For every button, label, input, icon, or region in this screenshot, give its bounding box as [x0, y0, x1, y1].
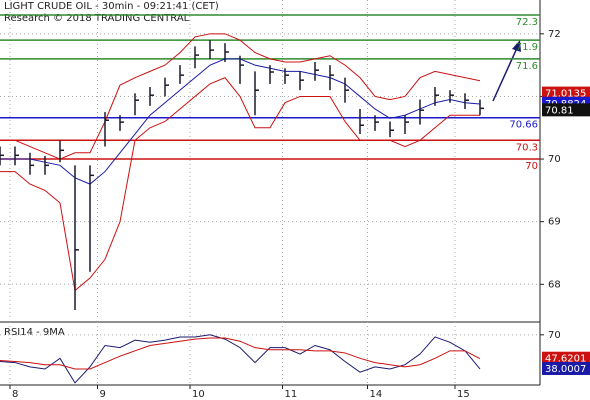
value-tag-box [542, 361, 590, 375]
level-label: 70 [525, 161, 538, 172]
level-label: 70.66 [509, 120, 538, 131]
level-label: 71.6 [516, 61, 538, 72]
chart-title: LIGHT CRUDE OIL - 30min - 09:21:41 (CET) [4, 1, 219, 12]
x-tick-label: 15 [457, 389, 470, 400]
chart-subtitle: Research © 2018 TRADING CENTRAL [4, 13, 190, 24]
level-label: 71.9 [516, 42, 538, 53]
value-tag-label: 38.0007 [545, 364, 586, 375]
band-line [0, 33, 481, 160]
x-tick-label: 8 [12, 389, 18, 400]
x-tick-label: 10 [192, 389, 205, 400]
trend-arrow [492, 47, 518, 102]
x-tick-label: 11 [285, 389, 298, 400]
value-tag-box [542, 351, 590, 365]
series-line [0, 337, 481, 370]
y-tick-label: 70 [548, 154, 561, 165]
y-tick-label: 69 [548, 217, 561, 228]
price-tag-label: 70.81 [545, 105, 574, 116]
price-tag-label: 71.0135 [545, 89, 586, 100]
value-tag-label: 47.6201 [545, 354, 586, 365]
x-tick-label: 14 [370, 389, 383, 400]
y-tick-label: 70 [548, 330, 561, 341]
y-tick-label: 72 [548, 29, 561, 40]
level-label: 72.3 [516, 17, 538, 28]
level-label: 70.3 [516, 142, 538, 153]
x-tick-label: 9 [100, 389, 106, 400]
price-tag-box [542, 103, 590, 117]
band-line [0, 77, 480, 292]
y-tick-label: 68 [548, 279, 561, 290]
price-tag-box [542, 86, 590, 100]
trend-arrow-head [512, 40, 521, 52]
rsi-title: RSI14 - 9MA [4, 327, 65, 338]
